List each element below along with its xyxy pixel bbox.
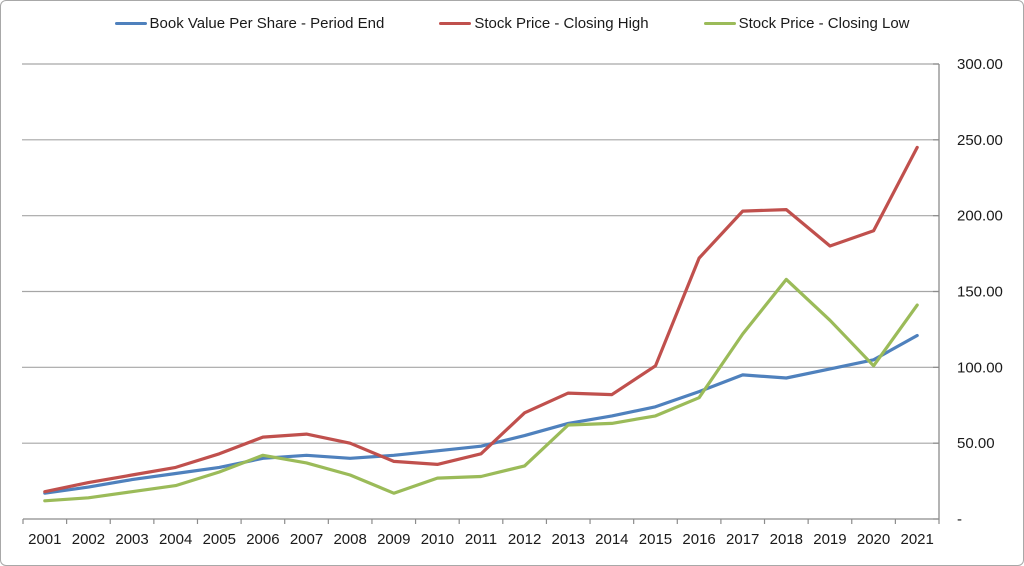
- x-axis-label: 2009: [377, 531, 410, 548]
- legend-label: Stock Price - Closing High: [474, 15, 649, 32]
- x-axis-label: 2003: [115, 531, 148, 548]
- x-axis-label: 2011: [465, 531, 497, 548]
- x-axis-label: 2010: [421, 531, 454, 548]
- legend-line-swatch: [703, 21, 736, 26]
- x-axis-label: 2008: [333, 531, 366, 548]
- legend-label: Book Value Per Share - Period End: [149, 15, 385, 32]
- x-axis-label: 2019: [813, 531, 846, 548]
- legend-line-swatch: [114, 21, 147, 26]
- legend-item-2: Stock Price - Closing Low: [703, 15, 910, 32]
- x-axis-label: 2002: [72, 531, 105, 548]
- series-line-0: [43, 333, 919, 495]
- x-axis-label: 2005: [203, 531, 236, 548]
- x-axis-label: 2015: [639, 531, 672, 548]
- y-axis-label: 200.00: [957, 208, 1003, 225]
- legend-item-1: Stock Price - Closing High: [439, 15, 649, 32]
- x-axis-label: 2017: [726, 531, 759, 548]
- x-axis-label: 2004: [159, 531, 192, 548]
- x-axis-label: 2014: [595, 531, 628, 548]
- y-axis-label: 100.00: [957, 359, 1003, 376]
- x-axis-label: 2016: [682, 531, 715, 548]
- legend-label: Stock Price - Closing Low: [738, 15, 910, 32]
- x-axis-label: 2001: [28, 531, 61, 548]
- y-axis-label: 50.00: [957, 435, 995, 452]
- x-axis-label: 2006: [246, 531, 279, 548]
- y-axis-label: 250.00: [957, 132, 1003, 149]
- y-axis-label: 300.00: [957, 56, 1003, 73]
- y-axis-label: -: [957, 511, 962, 528]
- y-axis-label: 150.00: [957, 284, 1003, 301]
- legend-line-swatch: [439, 21, 472, 26]
- chart-legend: Book Value Per Share - Period End Stock P…: [1, 15, 1023, 32]
- x-axis-label: 2013: [552, 531, 585, 548]
- series-line-1: [43, 145, 919, 494]
- x-axis-label: 2007: [290, 531, 323, 548]
- legend-item-0: Book Value Per Share - Period End: [114, 15, 385, 32]
- x-axis-label: 2018: [770, 531, 803, 548]
- x-axis-label: 2020: [857, 531, 890, 548]
- series-line-2: [43, 277, 919, 503]
- x-axis-label: 2021: [901, 531, 934, 548]
- x-axis-label: 2012: [508, 531, 541, 548]
